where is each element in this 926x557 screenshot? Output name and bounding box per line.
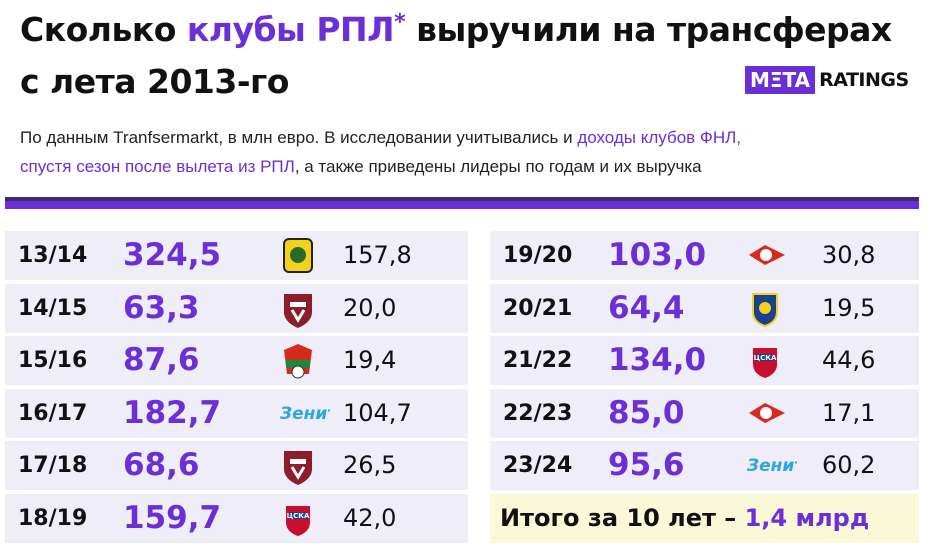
table-row: 22/23 85,0 17,1 — [490, 388, 919, 438]
table-row: 20/21 64,4 19,5 — [490, 283, 919, 333]
leader-value: 157,8 — [343, 241, 412, 269]
total: 85,0 — [608, 394, 685, 431]
svg-text:Зенит: Зенит — [746, 456, 797, 476]
table-row: 23/24 95,6 Зенит 60,2 — [490, 441, 919, 491]
leader-value: 30,8 — [822, 241, 876, 269]
total: 134,0 — [608, 342, 707, 379]
table-row: 16/17 182,7 Зенит 104,7 — [5, 388, 468, 438]
leader-value: 17,1 — [822, 398, 876, 427]
club-logo: Зенит — [279, 404, 330, 424]
title-line-2: с лета 2013-го — [20, 62, 289, 101]
summary-line: Итого за 10 лет – 1,4 млрд — [500, 494, 869, 543]
subtitle-line-1: По данным Tranfsermarkt, в млн евро. В и… — [20, 128, 741, 148]
subtitle-text: , а также приведены лидеры по годам и их… — [294, 157, 702, 176]
title-line-1: Сколько клубы РПЛ* выручили на трансфера… — [20, 10, 892, 49]
total: 87,6 — [123, 342, 200, 379]
season: 19/20 — [503, 243, 573, 268]
svg-text:Зенит: Зенит — [279, 404, 330, 424]
club-logo — [283, 238, 313, 273]
table-row: 14/15 63,3 20,0 — [5, 283, 468, 333]
season: 14/15 — [18, 295, 88, 321]
total: 95,6 — [608, 447, 685, 484]
summary-text: Итого за 10 лет – — [500, 504, 745, 532]
total: 182,7 — [123, 394, 222, 431]
title-mark: * — [394, 10, 406, 35]
summary-value: 1,4 млрд — [744, 504, 870, 532]
table-row: 13/14 324,5 157,8 — [5, 231, 468, 280]
subtitle-line-2: спустя сезон после вылета из РПЛ, а такж… — [20, 157, 702, 177]
brand: MΞTA RATINGS — [745, 66, 909, 94]
leader-value: 19,4 — [343, 346, 397, 375]
season: 20/21 — [503, 295, 573, 321]
divider — [5, 197, 919, 201]
season: 23/24 — [503, 453, 573, 479]
summary: Итого за 10 лет – 1,4 млрд — [490, 494, 919, 543]
season: 22/23 — [503, 400, 573, 426]
season: 21/22 — [503, 348, 573, 374]
title-text: выручили на трансферах — [405, 10, 892, 49]
subtitle-highlight: доходы клубов ФНЛ, — [577, 128, 742, 147]
table-row: 19/20 103,0 30,8 — [490, 231, 919, 280]
total: 64,4 — [608, 289, 685, 326]
total: 63,3 — [123, 289, 200, 326]
club-logo: ЦСКА — [286, 506, 310, 536]
total: 159,7 — [123, 500, 222, 536]
season: 16/17 — [18, 400, 88, 426]
club-logo — [749, 402, 785, 423]
total: 324,5 — [123, 237, 222, 273]
season: 15/16 — [18, 348, 88, 374]
club-logo — [752, 292, 778, 327]
leader-value: 19,5 — [822, 293, 876, 322]
leader-value: 20,0 — [343, 293, 397, 322]
club-logo — [284, 293, 312, 328]
leader-value: 60,2 — [822, 451, 876, 480]
table-row: 21/22 134,0 ЦСКА 44,6 — [490, 336, 919, 386]
leader-value: 104,7 — [343, 398, 412, 427]
svg-text:ЦСКА: ЦСКА — [287, 512, 310, 520]
title-text: Сколько — [20, 10, 187, 49]
brand-b: RATINGS — [819, 69, 909, 91]
title-highlight: клубы РПЛ — [186, 10, 395, 49]
subtitle-highlight: спустя сезон после вылета из РПЛ — [20, 157, 295, 176]
leader-value: 26,5 — [343, 451, 397, 480]
leader-value: 42,0 — [343, 504, 397, 532]
subtitle-text: По данным Tranfsermarkt, в млн евро. В и… — [20, 128, 578, 147]
club-logo — [284, 344, 312, 379]
total: 103,0 — [608, 237, 707, 273]
brand-a: MΞTA — [745, 66, 816, 94]
table-row: 18/19 159,7 ЦСКА 42,0 — [5, 494, 468, 543]
table-row: 15/16 87,6 19,4 — [5, 336, 468, 386]
club-logo: Зенит — [746, 456, 797, 476]
season: 18/19 — [18, 506, 88, 531]
season: 13/14 — [18, 243, 88, 268]
table-row: 17/18 68,6 26,5 — [5, 441, 468, 491]
club-logo: ЦСКА — [753, 348, 777, 379]
svg-text:ЦСКА: ЦСКА — [754, 354, 777, 362]
total: 68,6 — [123, 447, 200, 484]
club-logo — [749, 245, 785, 265]
club-logo — [284, 451, 312, 486]
divider — [5, 201, 919, 209]
season: 17/18 — [18, 453, 88, 479]
leader-value: 44,6 — [822, 346, 876, 375]
